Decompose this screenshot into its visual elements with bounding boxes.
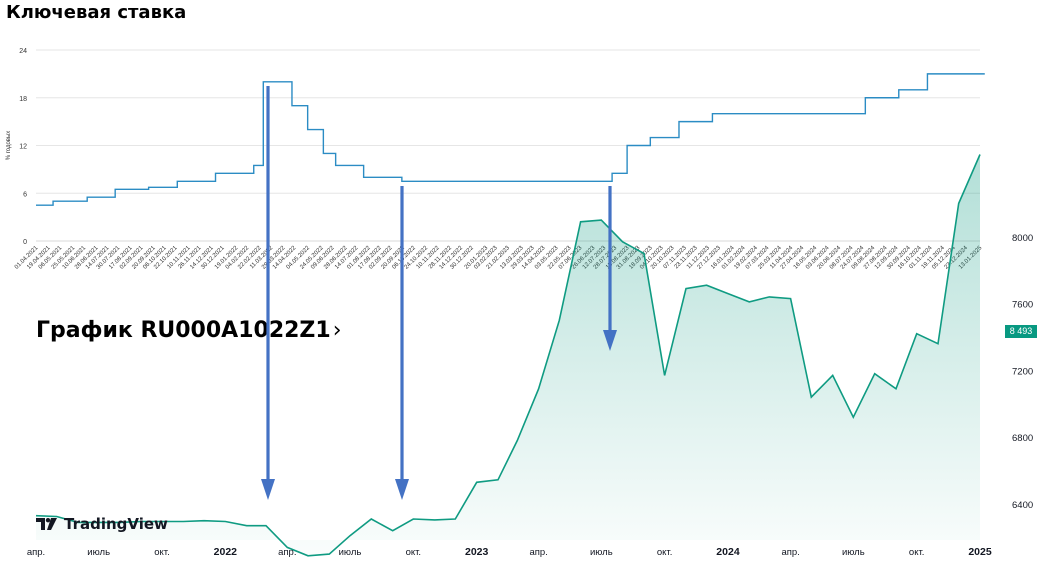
chevron-right-icon: › <box>332 318 342 343</box>
bond-x-tick-label: апр. <box>278 547 296 558</box>
rate-y-tick-label: 18 <box>19 96 27 103</box>
rate-y-tick-label: 0 <box>23 239 27 246</box>
bond-x-tick-label: окт. <box>154 547 169 558</box>
tradingview-logo[interactable]: TradingView <box>36 515 168 533</box>
bond-chart-title[interactable]: График RU000A1022Z1› <box>36 318 342 343</box>
bond-y-tick-label: 6400 <box>1012 500 1033 511</box>
rate-y-axis-label: % годовых <box>6 131 12 161</box>
bond-chart-title-text: График RU000A1022Z1 <box>36 318 331 343</box>
bond-x-tick-label: 2024 <box>716 546 740 558</box>
bond-x-tick-label: 2023 <box>465 546 489 558</box>
key-rate-series-line <box>36 73 985 206</box>
tradingview-logo-icon <box>36 518 57 530</box>
bond-price-series-line <box>35 154 981 557</box>
bond-x-tick-label: окт. <box>909 547 924 558</box>
bond-y-tick-label: 6800 <box>1012 433 1033 444</box>
bond-y-tick-label: 7200 <box>1012 366 1033 377</box>
rate-y-tick-label: 6 <box>23 191 27 198</box>
bond-x-tick-label: июль <box>842 547 865 558</box>
rate-y-tick-label: 24 <box>19 48 27 55</box>
bond-x-tick-label: апр. <box>27 547 45 558</box>
bond-x-tick-label: июль <box>590 547 613 558</box>
annotation-arrow-head <box>261 479 275 500</box>
last-price-badge: 8 493 <box>1005 325 1037 338</box>
annotation-arrow-head <box>603 330 617 351</box>
annotation-arrow-head <box>395 479 409 500</box>
bond-x-tick-label: 2025 <box>968 546 992 558</box>
bond-x-tick-label: окт. <box>657 547 672 558</box>
bond-price-area-fill <box>36 154 980 556</box>
bond-x-tick-label: апр. <box>781 547 799 558</box>
rate-y-tick-label: 12 <box>19 144 27 151</box>
bond-x-tick-label: июль <box>87 547 110 558</box>
bond-x-tick-label: 2022 <box>214 546 238 558</box>
bond-x-tick-label: апр. <box>529 547 547 558</box>
bond-y-tick-label: 7600 <box>1012 300 1033 311</box>
bond-y-tick-label: 8000 <box>1012 233 1033 244</box>
bond-x-tick-label: июль <box>339 547 362 558</box>
key-rate-chart-title: Ключевая ставка <box>6 2 187 23</box>
bond-x-tick-label: окт. <box>406 547 421 558</box>
tradingview-label: TradingView <box>64 515 168 533</box>
